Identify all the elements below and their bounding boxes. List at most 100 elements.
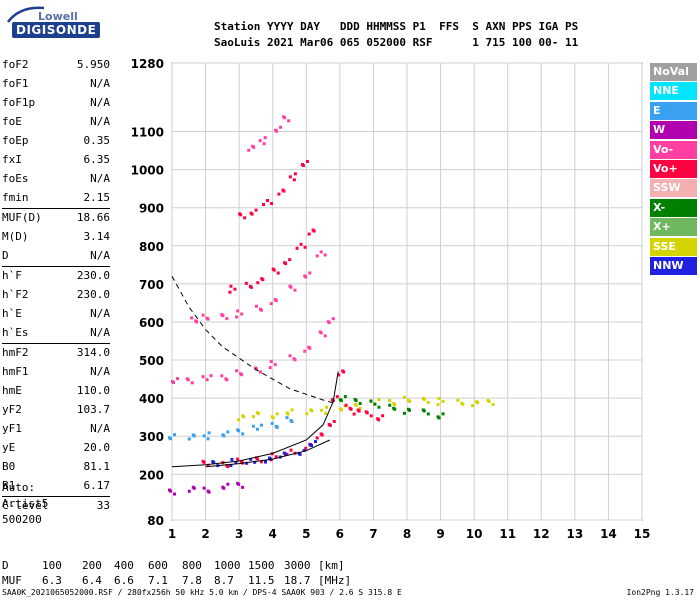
param-label: hmE bbox=[2, 384, 22, 397]
echo-point bbox=[373, 402, 377, 406]
echo-point bbox=[308, 271, 312, 275]
param-label: h`F2 bbox=[2, 288, 29, 301]
echo-point bbox=[315, 254, 319, 258]
echo-point bbox=[393, 407, 397, 411]
echo-point bbox=[272, 268, 276, 272]
echo-point bbox=[173, 433, 176, 437]
echo-point bbox=[250, 212, 254, 216]
echo-point bbox=[307, 232, 311, 236]
echo-point bbox=[201, 375, 205, 379]
echo-point bbox=[426, 400, 430, 404]
echo-point bbox=[269, 360, 273, 364]
echo-point bbox=[169, 437, 172, 441]
param-row: B1 6.17 bbox=[2, 477, 110, 496]
echo-point bbox=[295, 246, 299, 250]
param-label: yF2 bbox=[2, 403, 22, 416]
file-info-footer: SAA0K_2021065052000.RSF / 280fx256h 50 k… bbox=[2, 588, 402, 597]
param-value: 18.66 bbox=[76, 211, 110, 224]
param-separator bbox=[2, 496, 110, 497]
param-value: N/A bbox=[90, 422, 110, 435]
distance-value: 400 bbox=[114, 559, 134, 572]
param-label: hmF1 bbox=[2, 365, 29, 378]
echo-point bbox=[285, 416, 289, 420]
echo-point bbox=[220, 374, 224, 378]
echo-point bbox=[303, 245, 307, 249]
echo-point bbox=[206, 463, 210, 467]
y-tick-label: 600 bbox=[139, 316, 164, 330]
muf-unit: [MHz] bbox=[318, 574, 352, 587]
x-tick-label: 9 bbox=[436, 527, 444, 541]
distance-value: 800 bbox=[182, 559, 202, 572]
echo-point bbox=[323, 334, 327, 338]
echo-point bbox=[315, 436, 319, 440]
echo-point bbox=[190, 381, 194, 385]
distance-row: D 100 200 400 600 800 1000 1500 3000 [km] bbox=[2, 559, 362, 574]
echo-point bbox=[343, 395, 347, 399]
echo-point bbox=[243, 216, 247, 220]
echo-point bbox=[456, 398, 460, 402]
echo-point bbox=[173, 492, 176, 496]
param-label: fxI bbox=[2, 153, 22, 166]
echo-point bbox=[251, 415, 255, 419]
echo-point bbox=[236, 457, 240, 461]
echo-point bbox=[332, 419, 336, 423]
echo-point bbox=[293, 358, 297, 362]
logo-lowell-text: Lowell bbox=[38, 10, 78, 23]
echo-point bbox=[234, 460, 238, 464]
y-tick-label: 1100 bbox=[131, 126, 164, 140]
param-label: yE bbox=[2, 441, 16, 454]
param-row: MUF(D) 18.66 bbox=[2, 209, 110, 228]
param-value: 103.7 bbox=[76, 403, 110, 416]
echo-point bbox=[491, 402, 495, 406]
muf-value: 7.1 bbox=[148, 574, 168, 587]
param-row: hmF1 N/A bbox=[2, 363, 110, 382]
autoscaling-info: Auto: Artist5 500200 bbox=[2, 480, 48, 528]
x-tick-label: 12 bbox=[533, 527, 550, 541]
echo-point bbox=[308, 346, 312, 350]
echo-point bbox=[377, 398, 381, 402]
param-value: 230.0 bbox=[76, 288, 110, 301]
y-tick-label: 500 bbox=[139, 354, 164, 368]
echo-point bbox=[437, 416, 441, 420]
echo-point bbox=[202, 434, 206, 438]
param-value: N/A bbox=[90, 115, 110, 128]
param-value: N/A bbox=[90, 172, 110, 185]
echo-point bbox=[290, 420, 294, 424]
digisonde-logo-swoosh-icon bbox=[7, 6, 45, 23]
muf-value: 7.8 bbox=[182, 574, 202, 587]
echo-point bbox=[441, 400, 445, 404]
echo-point bbox=[274, 299, 278, 303]
echo-point bbox=[273, 363, 277, 367]
echo-point bbox=[331, 317, 335, 321]
param-label: foEp bbox=[2, 134, 29, 147]
muf-value: 6.6 bbox=[114, 574, 134, 587]
param-row: foE N/A bbox=[2, 113, 110, 132]
echo-point bbox=[471, 404, 475, 408]
echo-point bbox=[268, 366, 272, 370]
echo-point bbox=[357, 409, 361, 413]
polarization-legend: NoVal NNE E W Vo- Vo+ SSW X- X+ SSE NNW bbox=[650, 63, 697, 276]
echo-point bbox=[275, 129, 279, 133]
param-separator bbox=[2, 208, 110, 209]
legend-item-nnw: NNW bbox=[650, 256, 697, 275]
echo-point bbox=[288, 258, 292, 262]
x-tick-label: 8 bbox=[403, 527, 411, 541]
echo-point bbox=[225, 378, 229, 382]
param-value: 6.35 bbox=[83, 153, 111, 166]
echo-point bbox=[222, 434, 226, 438]
x-tick-label: 3 bbox=[235, 527, 243, 541]
echo-point bbox=[201, 313, 205, 317]
echo-point bbox=[254, 208, 258, 212]
x-tick-label: 1 bbox=[168, 527, 176, 541]
echo-point bbox=[354, 399, 358, 403]
echo-point bbox=[275, 425, 279, 429]
echo-point bbox=[270, 421, 274, 425]
echo-point bbox=[342, 370, 346, 374]
echo-point bbox=[240, 373, 244, 377]
echo-point bbox=[205, 378, 209, 382]
y-tick-label: 800 bbox=[139, 240, 164, 254]
echo-point bbox=[221, 314, 225, 318]
echo-point bbox=[290, 408, 294, 412]
echo-point bbox=[190, 316, 194, 320]
echo-point bbox=[320, 433, 324, 437]
